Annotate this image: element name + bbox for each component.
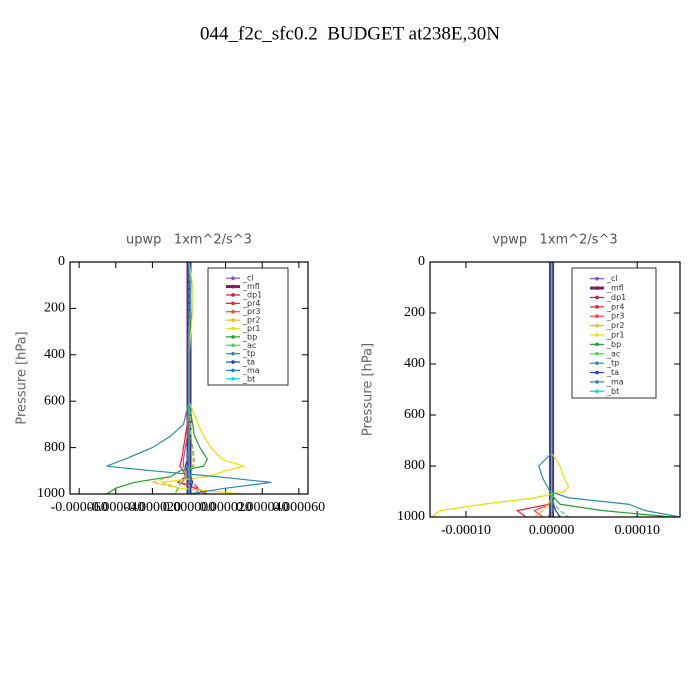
x-tick-label: 0.000040 — [236, 500, 289, 515]
x-tick-label: -0.000040 — [87, 500, 144, 515]
y-tick-label: 0 — [58, 254, 65, 269]
legend-marker — [595, 342, 599, 347]
legend-marker — [231, 343, 235, 348]
legend-marker — [595, 361, 599, 365]
axes-frame — [429, 261, 681, 518]
legend-label: _bt — [242, 374, 255, 383]
legend-marker — [595, 370, 599, 375]
legend-marker — [595, 351, 599, 356]
series-line — [188, 261, 192, 494]
x-tick-label: 0.000020 — [199, 500, 252, 515]
legend-marker — [231, 368, 235, 373]
x-tick-label: -0.000060 — [51, 500, 108, 515]
y-tick-label: 200 — [44, 301, 65, 316]
series-line — [173, 262, 196, 495]
legend-marker — [595, 295, 599, 300]
legend-marker — [595, 389, 599, 394]
x-tick-label: 0.000060 — [273, 500, 326, 515]
y-tick-label: 400 — [44, 347, 65, 362]
legend-label: _ta — [242, 358, 255, 367]
y-tick-label: 200 — [404, 305, 425, 320]
y-tick-label: 600 — [404, 407, 425, 422]
legend-label: _pr1 — [242, 324, 260, 333]
legend-marker — [231, 318, 235, 322]
series-line — [431, 262, 570, 518]
x-tick-label: 0.000000 — [163, 500, 216, 515]
legend-label: _pr3 — [606, 312, 624, 321]
x-tick-label: 0.00000 — [529, 523, 575, 538]
y-tick-label: 800 — [44, 440, 65, 455]
figure-title: 044_f2c_sfc0.2 BUDGET at238E,30N — [200, 23, 500, 44]
legend-marker — [231, 276, 235, 280]
axes-frame — [69, 261, 309, 495]
y-axis-label: Pressure [hPa] — [361, 343, 376, 436]
x-tick-label: -0.00010 — [441, 523, 491, 538]
legend-label: _pr2 — [606, 321, 624, 330]
legend-box — [207, 267, 289, 386]
series-line — [515, 262, 553, 518]
legend-marker — [595, 323, 599, 328]
legend-marker — [231, 284, 235, 289]
legend-label: _pr2 — [242, 316, 260, 325]
panel-title: upwp 1xm^2/s^3 — [126, 233, 252, 248]
legend-marker — [231, 301, 235, 306]
y-tick-label: 400 — [404, 356, 425, 371]
legend-label: _ta — [606, 368, 619, 377]
legend-marker — [595, 305, 599, 309]
legend-label: _cl — [242, 274, 254, 283]
legend-label: _bp — [242, 332, 257, 341]
y-tick-label: 0 — [418, 254, 425, 269]
legend-marker — [231, 351, 235, 356]
legend-marker — [231, 309, 235, 314]
legend-label: _bt — [606, 387, 619, 396]
legend-label: _bp — [606, 340, 621, 349]
legend-marker — [595, 286, 599, 290]
legend-marker — [231, 377, 235, 381]
legend-marker — [231, 293, 235, 297]
legend-label: _pr4 — [242, 299, 260, 308]
legend-label: _tp — [606, 359, 619, 368]
y-tick-label: 600 — [44, 393, 65, 408]
x-tick-label: -0.000020 — [124, 500, 181, 515]
legend-label: _mfl — [242, 282, 260, 291]
legend-label: _pr4 — [606, 302, 624, 311]
legend-label: _ac — [242, 341, 256, 350]
legend-marker — [595, 314, 599, 319]
legend-marker — [595, 333, 599, 337]
legend-marker — [595, 380, 599, 384]
y-tick-label: 1000 — [397, 509, 425, 524]
series-line — [550, 262, 570, 518]
legend-marker — [231, 335, 235, 339]
legend-label: _pr1 — [606, 331, 624, 340]
legend-marker — [231, 326, 235, 331]
series-line — [186, 262, 192, 494]
y-tick-label: 800 — [404, 458, 425, 473]
y-axis-label: Pressure [hPa] — [15, 331, 30, 424]
panel-title: vpwp 1xm^2/s^3 — [492, 233, 617, 248]
legend-label: _ac — [606, 349, 620, 358]
legend-label: _ma — [606, 377, 624, 386]
x-tick-label: 0.00010 — [614, 523, 660, 538]
legend-label: _cl — [606, 274, 618, 283]
legend-marker — [595, 276, 599, 281]
legend-label: _mfl — [606, 284, 624, 293]
legend-label: _ma — [242, 366, 260, 375]
legend-marker — [231, 360, 235, 364]
legend-label: _tp — [242, 349, 255, 358]
y-tick-label: 1000 — [37, 486, 65, 501]
legend-label: _dp1 — [242, 290, 262, 299]
legend-box — [571, 267, 657, 399]
legend-label: _pr3 — [242, 307, 260, 316]
legend-label: _dp1 — [606, 293, 626, 302]
